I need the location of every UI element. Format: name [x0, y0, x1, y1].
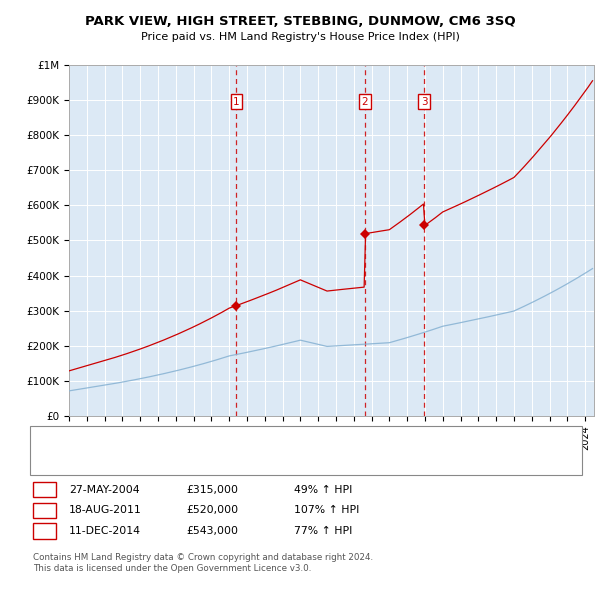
Text: 77% ↑ HPI: 77% ↑ HPI	[294, 526, 352, 536]
Text: PARK VIEW, HIGH STREET, STEBBING, DUNMOW, CM6 3SQ: PARK VIEW, HIGH STREET, STEBBING, DUNMOW…	[85, 15, 515, 28]
Text: 3: 3	[421, 97, 427, 107]
Text: 2: 2	[41, 506, 48, 515]
Text: 1: 1	[41, 485, 48, 494]
Text: 49% ↑ HPI: 49% ↑ HPI	[294, 485, 352, 494]
Text: £315,000: £315,000	[186, 485, 238, 494]
Text: 2: 2	[362, 97, 368, 107]
Text: £520,000: £520,000	[186, 506, 238, 515]
Text: Price paid vs. HM Land Registry's House Price Index (HPI): Price paid vs. HM Land Registry's House …	[140, 32, 460, 42]
Text: 11-DEC-2014: 11-DEC-2014	[69, 526, 141, 536]
Text: £543,000: £543,000	[186, 526, 238, 536]
Text: 27-MAY-2004: 27-MAY-2004	[69, 485, 140, 494]
Text: 3: 3	[41, 526, 48, 536]
Text: Contains HM Land Registry data © Crown copyright and database right 2024.
This d: Contains HM Land Registry data © Crown c…	[33, 553, 373, 573]
Text: HPI: Average price, semi-detached house, Uttlesford: HPI: Average price, semi-detached house,…	[83, 457, 338, 466]
Text: 107% ↑ HPI: 107% ↑ HPI	[294, 506, 359, 515]
Text: PARK VIEW, HIGH STREET, STEBBING, DUNMOW, CM6 3SQ (semi-detached house): PARK VIEW, HIGH STREET, STEBBING, DUNMOW…	[83, 434, 484, 444]
Text: 18-AUG-2011: 18-AUG-2011	[69, 506, 142, 515]
Text: 1: 1	[233, 97, 240, 107]
